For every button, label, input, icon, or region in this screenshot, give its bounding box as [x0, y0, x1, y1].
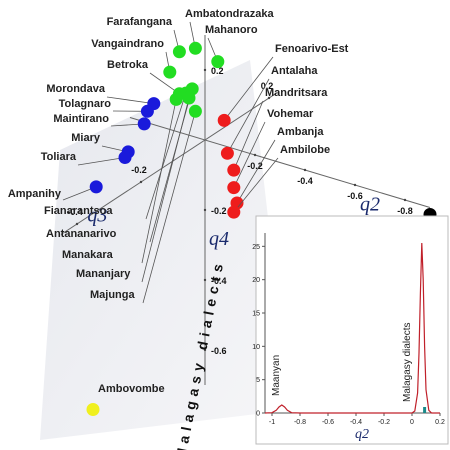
point-label: Majunga [90, 289, 135, 301]
x-tick-label: -0.6 [322, 419, 334, 426]
tick-mark [253, 153, 257, 157]
point [169, 92, 183, 106]
point [227, 205, 241, 219]
tick-mark [139, 180, 143, 184]
point-label: Ambovombe [98, 383, 165, 395]
tick-mark [403, 198, 407, 202]
tick-label: -0.2 [211, 206, 227, 216]
leader-line [145, 92, 187, 220]
leader-line [141, 99, 177, 264]
y-tick-label: 25 [252, 244, 260, 251]
inset-chart: 0 5 10 15 20 25 -1 -0.8 -0.6 -0.4 -0.2 0 0.2 q2 Maanya… [252, 215, 449, 445]
point-label: Farafangana [107, 16, 173, 28]
point [188, 41, 202, 55]
point-label: Betroka [107, 59, 149, 71]
point [86, 403, 100, 416]
tick-label: -0.6 [211, 346, 227, 356]
tick-label: -0.6 [347, 191, 363, 201]
tick-mark [203, 278, 207, 282]
point [140, 104, 154, 118]
plot-3d: -0.2-0.4-0.6-0.8q2-0.4-0.20.2q30.2-0.2-0… [8, 8, 437, 450]
y-tick-label: 10 [252, 344, 260, 351]
x-tick-label: -0.4 [350, 419, 362, 426]
x-axis-label: q2 [355, 427, 369, 442]
leader-line [227, 78, 270, 154]
point [163, 65, 177, 79]
tick-label: -0.8 [397, 206, 413, 216]
leader-line [233, 121, 266, 188]
point [172, 45, 186, 59]
point [188, 104, 202, 118]
tick-label: 0.2 [211, 66, 224, 76]
point [211, 55, 225, 69]
y-tick-label: 15 [252, 311, 260, 318]
tick-mark [75, 222, 79, 226]
leader-line [233, 157, 279, 213]
x-tick-label: -0.8 [294, 419, 306, 426]
point-label: Vangaindrano [91, 38, 164, 50]
tick-mark [267, 96, 271, 100]
point [227, 181, 241, 195]
tick-mark [203, 208, 207, 212]
point-label: Ambilobe [280, 144, 330, 156]
point-label: Ambatondrazaka [185, 8, 275, 20]
annotation: Maanyan [271, 355, 282, 396]
leader-line [77, 157, 126, 166]
point [118, 151, 132, 164]
x-tick-label: 0.2 [435, 419, 445, 426]
point-label: Toliara [41, 151, 77, 163]
x-tick-label: -0.2 [378, 419, 390, 426]
point [217, 113, 231, 127]
leader-line [106, 96, 154, 104]
x-tick-label: -1 [269, 419, 275, 426]
axis-line [60, 93, 276, 235]
point-label: Morondava [46, 83, 106, 95]
x-tick-label: 0 [410, 419, 414, 426]
point-label: Antananarivo [46, 228, 117, 240]
point [89, 180, 103, 194]
point-label: Ambanja [277, 126, 324, 138]
leader-line [142, 111, 196, 304]
rug-mark [423, 407, 427, 413]
tick-label: -0.2 [131, 165, 147, 175]
density-line [264, 242, 440, 414]
point-label: Maintirano [53, 113, 109, 125]
leader-line [233, 100, 264, 171]
point [182, 91, 196, 105]
point-label: Manakara [62, 249, 114, 261]
tick-mark [203, 348, 207, 352]
point-label: Tolagnaro [59, 98, 112, 110]
tick-mark [353, 183, 357, 187]
point-label: Mananjary [76, 268, 131, 280]
tick-label: -0.4 [297, 176, 313, 186]
point-label: Fenoarivo-Est [275, 43, 349, 55]
point-label: Miary [71, 132, 101, 144]
axis-name: q4 [209, 228, 229, 250]
tick-label: -0.4 [211, 276, 227, 286]
tick-label: -0.2 [247, 161, 263, 171]
y-tick-label: 0 [256, 411, 260, 418]
point-label: Mandritsara [265, 87, 328, 99]
tick-mark [303, 168, 307, 172]
point [227, 163, 241, 177]
axis-name: q3 [87, 204, 107, 226]
point-label: Fianarantsoa [44, 205, 113, 217]
point-label: Ampanihy [8, 188, 62, 200]
leader-line [236, 139, 276, 204]
point-label: Vohemar [267, 108, 314, 120]
point [137, 117, 151, 131]
annotation: Malagasy dialects [402, 323, 413, 402]
leader-line [223, 56, 274, 121]
y-tick-label: 5 [256, 377, 260, 384]
tick-label: 0.2 [261, 81, 274, 91]
axis-name: q2 [360, 194, 380, 216]
leader-line [141, 97, 190, 283]
point-label: Mahanoro [205, 24, 258, 36]
tick-label: -0.4 [67, 207, 83, 217]
y-tick-label: 20 [252, 277, 260, 284]
tick-mark [203, 68, 207, 72]
point [220, 146, 234, 160]
point-label: Antalaha [271, 65, 318, 77]
